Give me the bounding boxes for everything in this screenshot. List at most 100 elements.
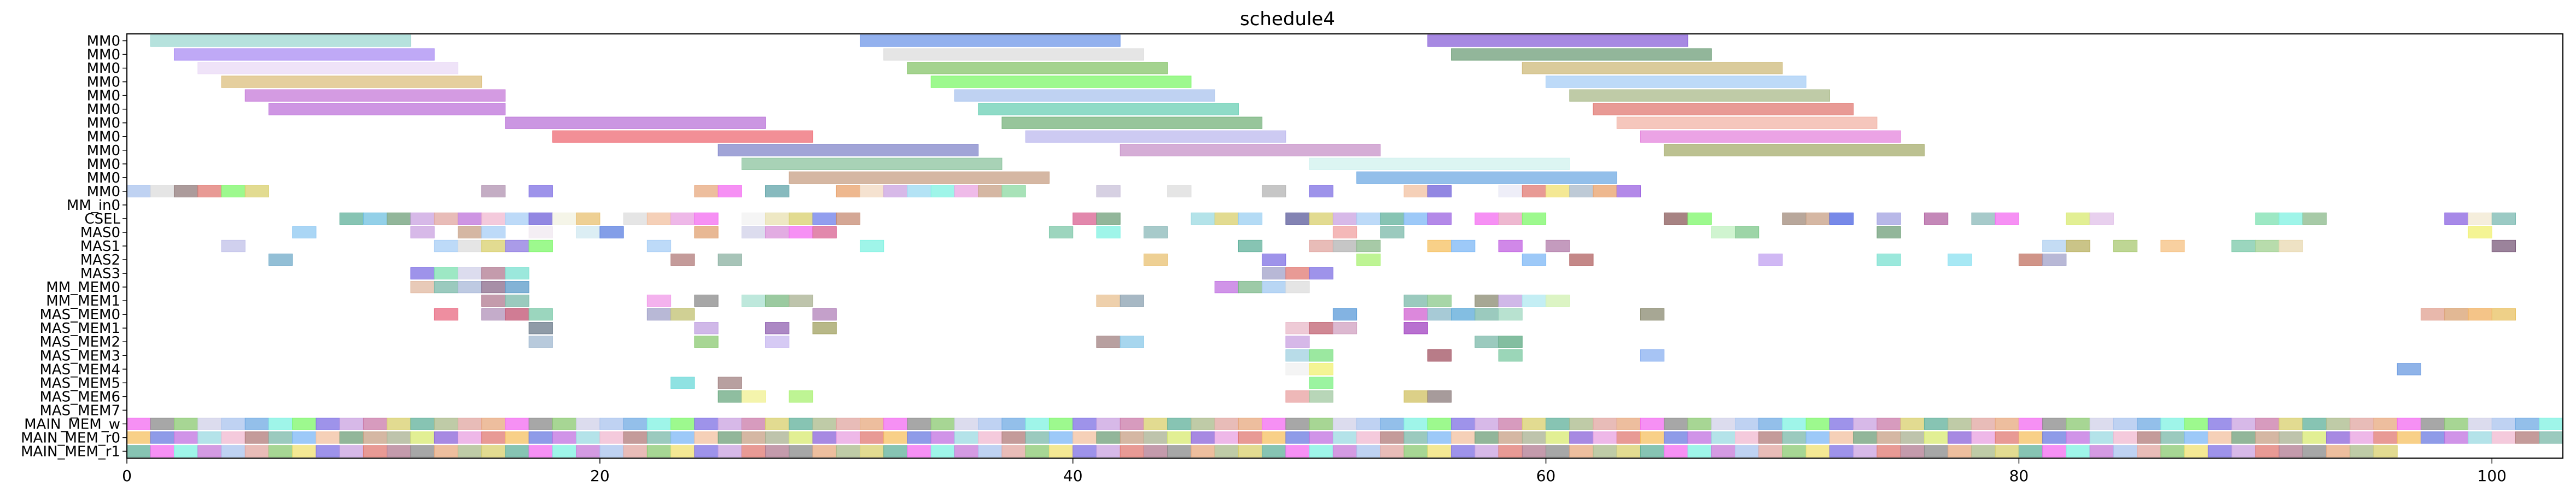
task-bar [173,48,435,61]
main-mem-slot [1096,445,1121,458]
task-bar [694,294,719,307]
main-mem-slot [173,445,199,458]
main-mem-slot [1735,418,1759,430]
task-bar [741,226,766,239]
main-mem-slot [1829,418,1854,430]
task-bar [1640,308,1665,321]
main-mem-slot [457,418,482,430]
main-mem-slot [2491,418,2516,430]
main-mem-slot [126,431,151,444]
main-mem-slot [907,445,931,458]
main-mem-slot [2231,431,2256,444]
main-mem-slot [1427,445,1452,458]
task-bar [457,280,482,294]
main-mem-slot [599,445,624,458]
main-mem-slot [1025,431,1050,444]
main-mem-slot [1191,431,1215,444]
task-bar [2302,212,2327,225]
main-mem-slot [2444,418,2469,430]
task-bar [576,226,601,239]
task-bar [1332,322,1357,335]
task-bar [1309,363,1333,376]
main-mem-slot [363,418,388,430]
task-bar [1403,390,1428,403]
main-mem-slot [1711,431,1736,444]
main-mem-slot [1924,418,1949,430]
main-mem-slot [2421,418,2445,430]
task-bar [930,185,955,198]
y-tick-label: MM0 [87,88,120,104]
task-bar [410,226,435,239]
main-mem-slot [1309,445,1333,458]
main-mem-slot [2302,431,2327,444]
task-bar [1285,280,1310,294]
main-mem-slot [694,418,719,430]
main-mem-slot [244,418,269,430]
main-mem-slot [1332,445,1357,458]
task-bar [812,212,837,225]
main-mem-slot [2089,418,2114,430]
task-bar [1309,377,1333,389]
task-bar [812,226,837,239]
task-bar [1120,294,1144,307]
main-mem-slot [1995,445,2019,458]
task-bar [1380,212,1404,225]
main-mem-slot [623,431,648,444]
main-mem-slot [1332,431,1357,444]
task-bar [150,185,174,198]
main-mem-slot [481,445,506,458]
main-mem-slot [789,445,813,458]
task-bar [1664,144,1925,156]
main-mem-slot [718,445,742,458]
main-mem-slot [954,418,979,430]
main-mem-slot [316,445,340,458]
main-mem-slot [244,431,269,444]
task-bar [1876,253,1901,266]
main-mem-slot [671,418,695,430]
task-bar [2042,239,2067,253]
task-bar [1285,336,1310,348]
task-bar [789,212,813,225]
main-mem-slot [1687,418,1712,430]
task-bar [671,212,695,225]
main-mem-slot [2184,418,2208,430]
task-bar [1309,349,1333,362]
task-bar [765,322,790,335]
main-mem-slot [2018,445,2043,458]
main-mem-slot [1664,445,1688,458]
task-bar [671,377,695,389]
task-bar [1285,390,1310,403]
main-mem-slot [505,431,529,444]
task-bar [1262,253,1286,266]
y-tick-label: MAS_MEM2 [39,334,120,350]
task-bar [268,103,506,115]
main-mem-slot [434,418,458,430]
task-bar [268,253,293,266]
main-mem-slot [2066,418,2090,430]
task-bar [1711,226,1736,239]
main-mem-slot [836,431,861,444]
main-mem-slot [599,431,624,444]
main-mem-slot [2350,431,2374,444]
main-mem-slot [907,431,931,444]
task-bar [1498,349,1523,362]
main-mem-slot [2255,445,2280,458]
main-mem-slot [244,445,269,458]
main-mem-slot [1262,445,1286,458]
main-mem-slot [1640,445,1665,458]
main-mem-slot [576,431,601,444]
main-mem-slot [741,431,766,444]
task-bar [1995,212,2019,225]
task-bar [457,267,482,280]
task-bar [457,226,482,239]
task-bar [1403,308,1428,321]
main-mem-slot [150,418,174,430]
main-mem-slot [1073,418,1097,430]
main-mem-slot [1900,431,1925,444]
main-mem-slot [1191,445,1215,458]
y-tick-label: MAS_MEM5 [39,375,120,391]
task-bar [1238,239,1263,253]
task-bar [1427,349,1452,362]
task-bar [1309,185,1333,198]
main-mem-slot [2066,445,2090,458]
